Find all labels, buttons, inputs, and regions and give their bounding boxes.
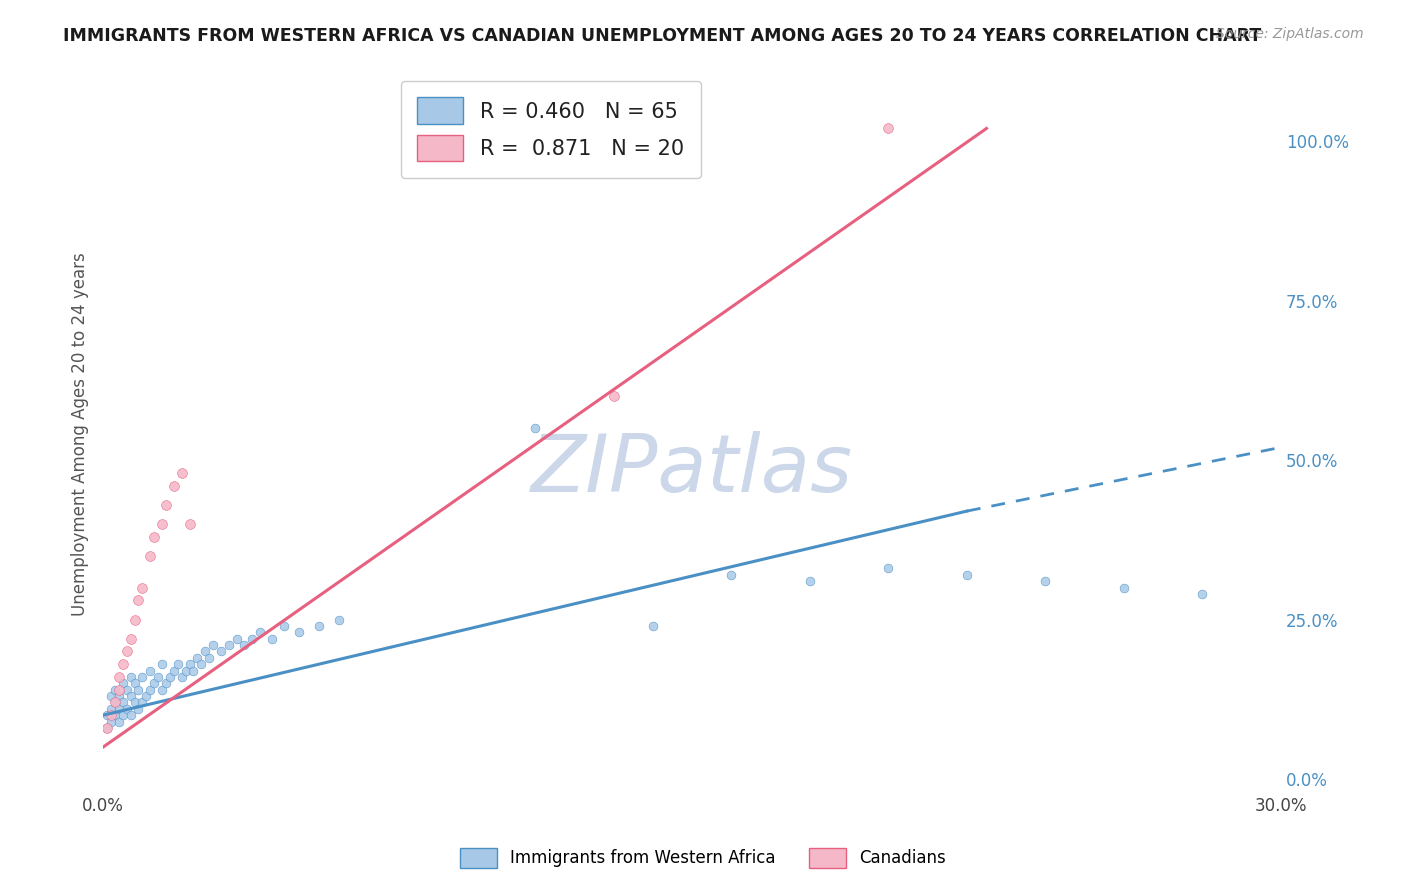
Point bbox=[108, 670, 131, 684]
Point bbox=[96, 721, 118, 735]
Point bbox=[240, 632, 263, 646]
Point bbox=[108, 702, 131, 716]
Point bbox=[1112, 581, 1135, 595]
Point bbox=[179, 657, 201, 672]
Point bbox=[96, 721, 118, 735]
Point bbox=[877, 561, 900, 575]
Point bbox=[877, 121, 900, 136]
Point bbox=[150, 682, 173, 697]
Point bbox=[104, 708, 127, 723]
Point bbox=[233, 638, 256, 652]
Point bbox=[120, 632, 142, 646]
Point bbox=[143, 676, 166, 690]
Point bbox=[139, 664, 162, 678]
Point bbox=[100, 702, 122, 716]
Point bbox=[174, 664, 197, 678]
Point bbox=[308, 619, 330, 633]
Text: IMMIGRANTS FROM WESTERN AFRICA VS CANADIAN UNEMPLOYMENT AMONG AGES 20 TO 24 YEAR: IMMIGRANTS FROM WESTERN AFRICA VS CANADI… bbox=[63, 27, 1261, 45]
Point bbox=[218, 638, 240, 652]
Point bbox=[131, 581, 153, 595]
Point bbox=[115, 682, 138, 697]
Point bbox=[956, 567, 979, 582]
Point bbox=[155, 676, 177, 690]
Point bbox=[155, 498, 177, 512]
Point bbox=[194, 644, 217, 658]
Point bbox=[100, 714, 122, 729]
Point bbox=[143, 530, 166, 544]
Point bbox=[100, 689, 122, 703]
Point bbox=[115, 702, 138, 716]
Point bbox=[111, 657, 134, 672]
Point bbox=[108, 714, 131, 729]
Point bbox=[159, 670, 181, 684]
Point bbox=[111, 676, 134, 690]
Point bbox=[120, 689, 142, 703]
Point bbox=[288, 625, 311, 640]
Point bbox=[127, 682, 149, 697]
Point bbox=[120, 708, 142, 723]
Point bbox=[115, 644, 138, 658]
Point bbox=[150, 657, 173, 672]
Point bbox=[249, 625, 271, 640]
Point bbox=[124, 613, 146, 627]
Point bbox=[111, 708, 134, 723]
Point bbox=[135, 689, 157, 703]
Point bbox=[1191, 587, 1213, 601]
Point bbox=[131, 695, 153, 709]
Point bbox=[166, 657, 188, 672]
Point bbox=[127, 593, 149, 607]
Point bbox=[139, 682, 162, 697]
Point bbox=[104, 695, 127, 709]
Point bbox=[190, 657, 212, 672]
Point bbox=[131, 670, 153, 684]
Point bbox=[124, 676, 146, 690]
Point bbox=[139, 549, 162, 563]
Text: ZIPatlas: ZIPatlas bbox=[531, 432, 853, 509]
Point bbox=[120, 670, 142, 684]
Legend: R = 0.460   N = 65, R =  0.871   N = 20: R = 0.460 N = 65, R = 0.871 N = 20 bbox=[401, 80, 700, 178]
Point bbox=[524, 421, 547, 435]
Point bbox=[96, 708, 118, 723]
Point bbox=[150, 516, 173, 531]
Point bbox=[273, 619, 295, 633]
Point bbox=[163, 478, 186, 492]
Point bbox=[198, 650, 221, 665]
Point bbox=[127, 702, 149, 716]
Point bbox=[146, 670, 169, 684]
Point bbox=[100, 708, 122, 723]
Point bbox=[1035, 574, 1057, 589]
Point bbox=[163, 664, 186, 678]
Point bbox=[209, 644, 232, 658]
Point bbox=[111, 695, 134, 709]
Point bbox=[260, 632, 283, 646]
Point bbox=[104, 695, 127, 709]
Point bbox=[108, 682, 131, 697]
Point bbox=[186, 650, 208, 665]
Point bbox=[602, 389, 624, 403]
Point bbox=[799, 574, 821, 589]
Y-axis label: Unemployment Among Ages 20 to 24 years: Unemployment Among Ages 20 to 24 years bbox=[72, 252, 89, 616]
Point bbox=[170, 466, 193, 480]
Legend: Immigrants from Western Africa, Canadians: Immigrants from Western Africa, Canadian… bbox=[454, 841, 952, 875]
Point bbox=[104, 682, 127, 697]
Point bbox=[720, 567, 742, 582]
Point bbox=[124, 695, 146, 709]
Point bbox=[170, 670, 193, 684]
Point bbox=[225, 632, 247, 646]
Point bbox=[179, 516, 201, 531]
Point bbox=[641, 619, 664, 633]
Point bbox=[202, 638, 225, 652]
Point bbox=[183, 664, 205, 678]
Point bbox=[328, 613, 350, 627]
Text: Source: ZipAtlas.com: Source: ZipAtlas.com bbox=[1216, 27, 1364, 41]
Point bbox=[108, 689, 131, 703]
